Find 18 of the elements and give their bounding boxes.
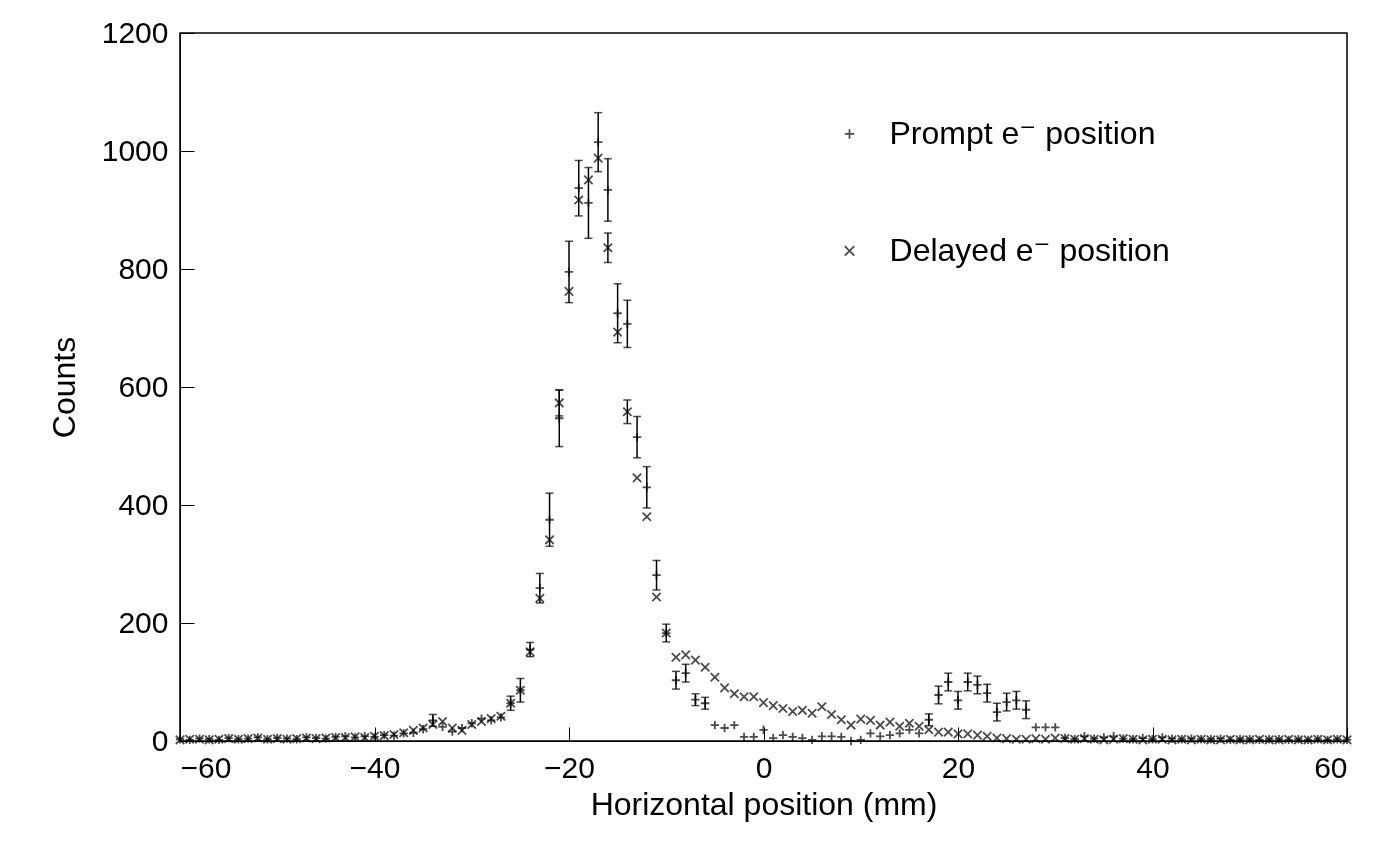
- y-tick-label: 800: [118, 251, 169, 285]
- y-tick-label: 200: [118, 605, 169, 639]
- y-tick-label: 0: [151, 723, 169, 757]
- y-tick-label: 1200: [101, 15, 169, 49]
- x-tick-label: 40: [1136, 750, 1170, 784]
- legend-label: Prompt e⁻ position: [889, 114, 1156, 151]
- legend-label: Delayed e⁻ position: [889, 231, 1170, 268]
- x-tick-label: −60: [180, 750, 232, 784]
- x-tick-label: −40: [349, 750, 401, 784]
- y-tick-label: 600: [118, 369, 169, 403]
- x-tick-label: 20: [941, 750, 976, 784]
- y-axis-title: Counts: [45, 336, 82, 439]
- y-tick-label: 1000: [101, 133, 169, 167]
- x-tick-label: 0: [755, 750, 773, 784]
- x-tick-label: 60: [1314, 750, 1348, 784]
- y-tick-label: 400: [118, 487, 169, 521]
- x-axis-title: Horizontal position (mm): [590, 785, 938, 822]
- x-tick-label: −20: [544, 750, 595, 784]
